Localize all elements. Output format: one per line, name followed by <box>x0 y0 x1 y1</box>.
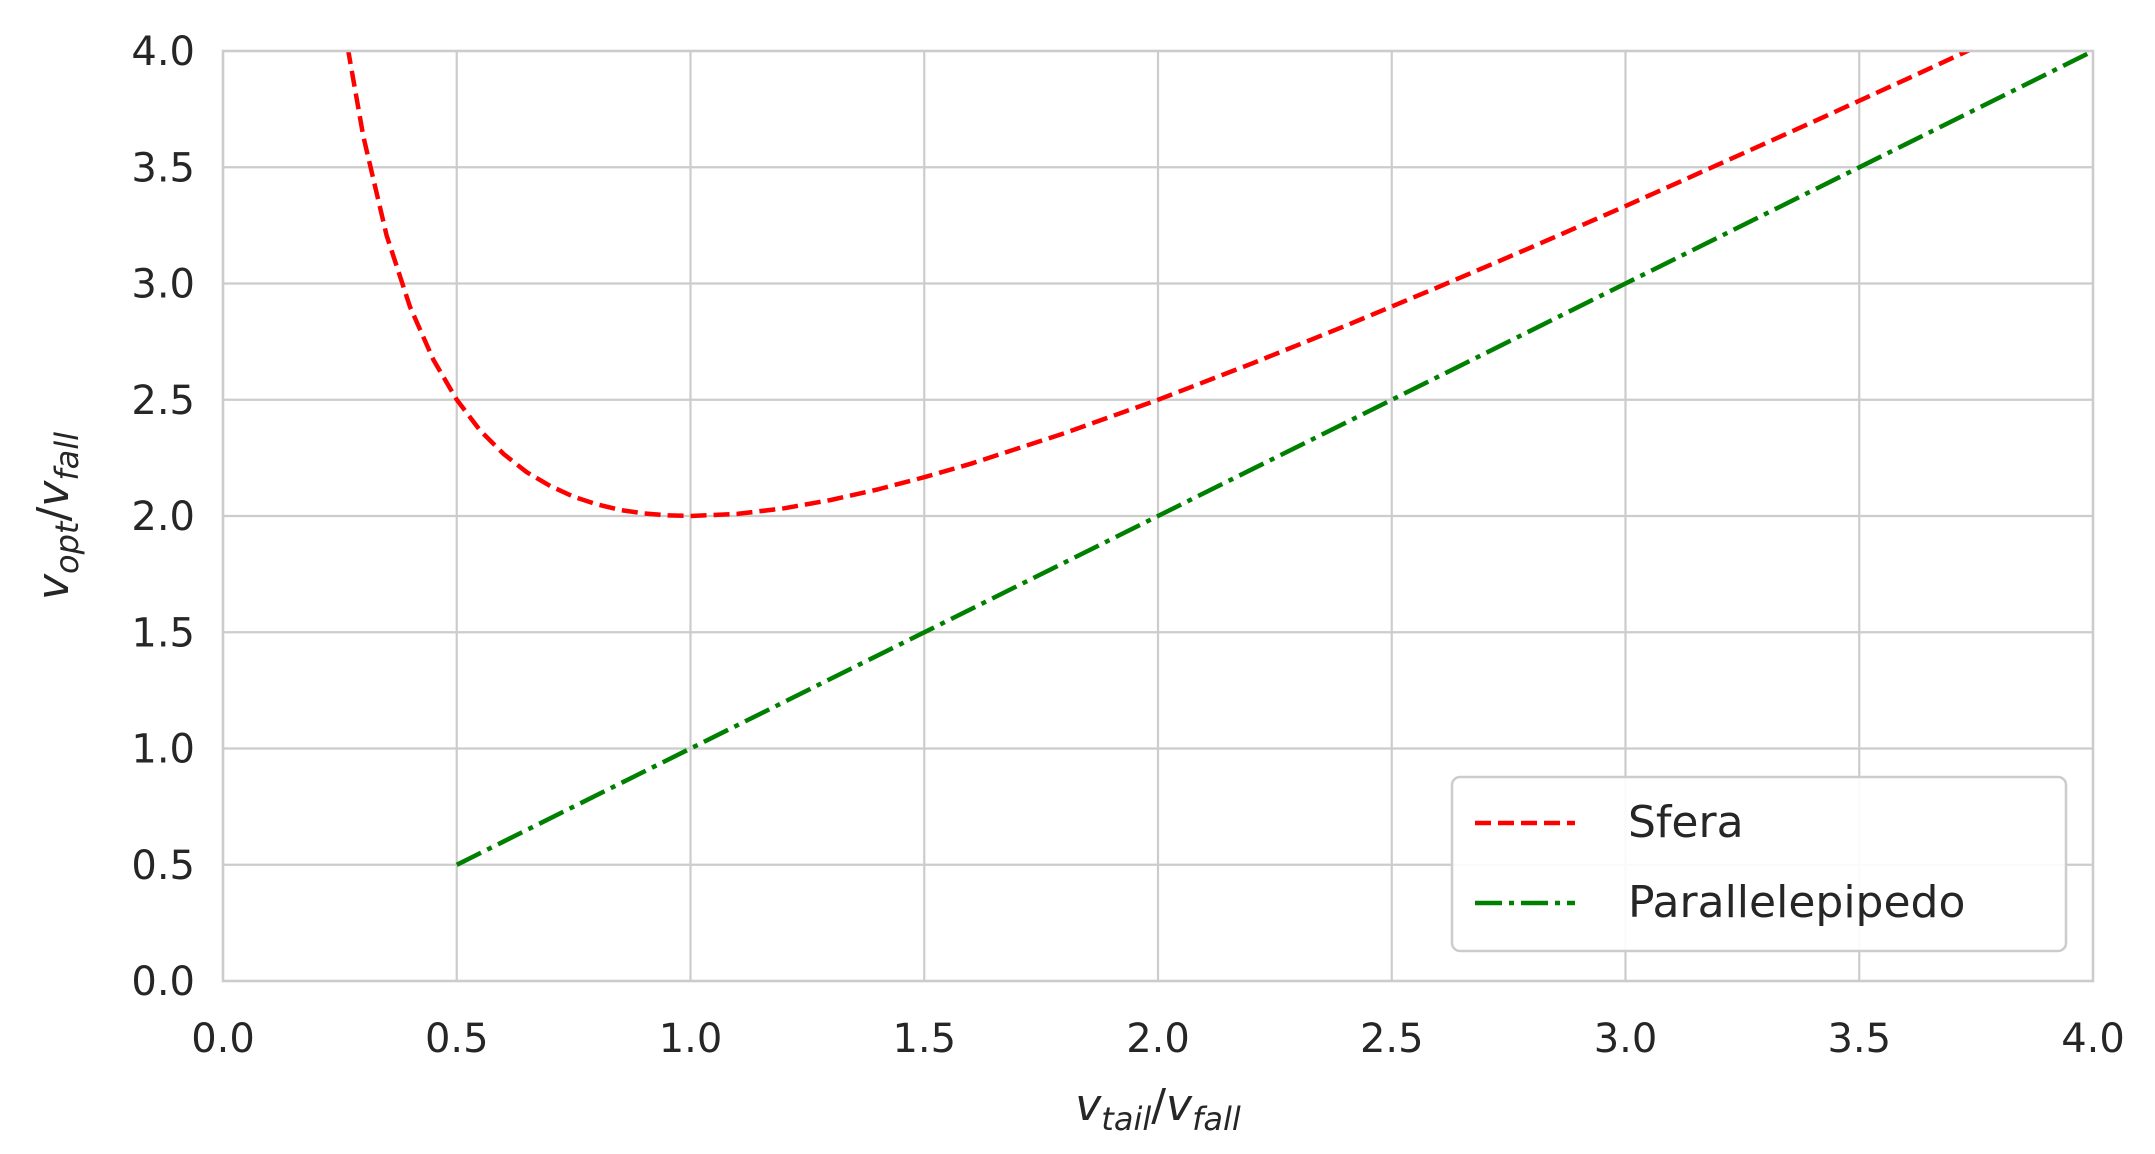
series-line-sfera <box>346 51 1973 519</box>
x-tick-label: 2.0 <box>1126 1016 1190 1062</box>
x-tick-label: 4.0 <box>2061 1016 2125 1062</box>
legend-label-parallelepipedo: Parallelepipedo <box>1628 877 1965 928</box>
y-tick-label: 3.5 <box>131 145 195 191</box>
y-tick-label: 2.0 <box>131 494 195 540</box>
series-layer <box>346 51 2093 867</box>
legend-label-sfera: Sfera <box>1628 797 1744 848</box>
x-tick-label: 2.5 <box>1360 1016 1424 1062</box>
x-tick-label: 1.0 <box>659 1016 723 1062</box>
y-axis-label: vopt/vfall <box>28 432 86 600</box>
y-tick-label: 3.0 <box>131 262 195 308</box>
x-tick-label: 1.5 <box>892 1016 956 1062</box>
legend: Sfera Parallelepipedo <box>1450 775 2068 953</box>
legend-box <box>1450 775 2068 953</box>
plot-frame <box>221 49 2095 983</box>
x-tick-label: 3.0 <box>1594 1016 1658 1062</box>
y-tick-label: 1.5 <box>131 610 195 656</box>
y-tick-label: 0.0 <box>131 959 195 1005</box>
y-tick-labels: 0.0 0.5 1.0 1.5 2.0 2.5 3.0 3.5 4.0 <box>131 29 195 1005</box>
x-tick-label: 0.0 <box>191 1016 255 1062</box>
x-tick-label: 0.5 <box>425 1016 489 1062</box>
x-axis-label: vtail/vfall <box>1075 1080 1241 1138</box>
series-line-parallelepipedo <box>455 51 2093 867</box>
y-tick-label: 1.0 <box>131 727 195 773</box>
y-tick-label: 2.5 <box>131 378 195 424</box>
x-tick-label: 3.5 <box>1827 1016 1891 1062</box>
y-tick-label: 4.0 <box>131 29 195 75</box>
y-tick-label: 0.5 <box>131 843 195 889</box>
x-tick-labels: 0.0 0.5 1.0 1.5 2.0 2.5 3.0 3.5 4.0 <box>191 1016 2125 1062</box>
